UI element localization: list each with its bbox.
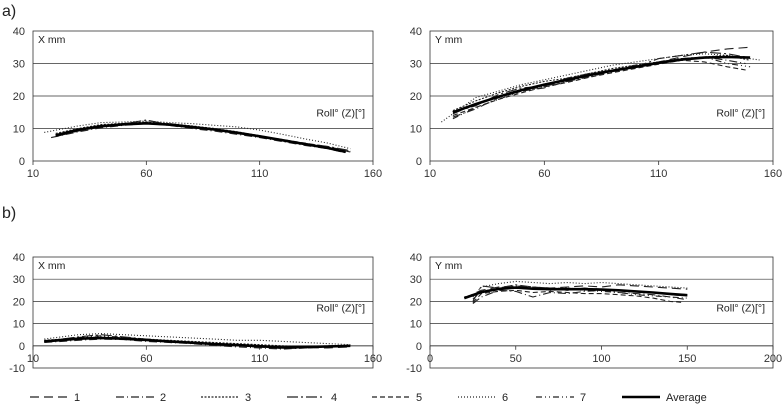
series-line-average (463, 286, 688, 300)
series-line-5 (452, 59, 746, 117)
series-line-average (452, 55, 751, 114)
legend-label: 6 (502, 392, 508, 404)
series-line-3 (452, 54, 751, 112)
y-tick-label: 20 (13, 91, 25, 103)
series-line-2 (452, 56, 746, 118)
x-tick-label: 200 (764, 353, 782, 365)
legend-label: 2 (160, 392, 166, 404)
x-tick-label: 110 (251, 168, 269, 180)
series-line-average (44, 336, 351, 349)
y-tick-label: 0 (416, 156, 422, 168)
x-tick-label: 60 (140, 353, 152, 365)
x-tick-label: 160 (364, 168, 382, 180)
x-axis-label: Roll° (Z)[°] (316, 303, 365, 315)
y-tick-label: 30 (410, 59, 422, 71)
x-tick-label: 160 (764, 168, 782, 180)
series-line-6 (472, 280, 688, 298)
legend-label: 7 (580, 392, 586, 404)
series-line-6 (44, 333, 351, 346)
x-tick-label: 150 (678, 353, 696, 365)
series-line-average (55, 122, 347, 154)
x-tick-label: 60 (140, 168, 152, 180)
y-tick-label: 40 (410, 252, 422, 264)
y-tick-label: 10 (13, 124, 25, 136)
y-tick-label: -10 (406, 363, 422, 375)
legend: 1 2 3 4 5 6 7 Average (30, 392, 707, 404)
x-tick-label: 50 (510, 353, 522, 365)
x-tick-label: 110 (251, 353, 269, 365)
y-axis-label: Y mm (435, 34, 462, 46)
series-line-6 (441, 53, 762, 123)
legend-label: 5 (416, 392, 422, 404)
y-tick-label: 40 (410, 26, 422, 38)
x-tick-label: 160 (364, 353, 382, 365)
y-tick-label: 40 (13, 252, 25, 264)
legend-label: 4 (331, 392, 337, 404)
x-axis-label: Roll° (Z)[°] (716, 303, 765, 315)
x-tick-label: 60 (538, 168, 550, 180)
legend-label: Average (666, 392, 707, 404)
series-line-5 (472, 289, 684, 304)
x-axis-label: Roll° (Z)[°] (316, 108, 365, 120)
x-tick-label: 100 (592, 353, 610, 365)
y-tick-label: 10 (410, 319, 422, 331)
y-tick-label: 10 (13, 319, 25, 331)
y-tick-label: 30 (13, 59, 25, 71)
series-line-2 (50, 123, 346, 154)
plot-frame (32, 256, 374, 369)
x-tick-label: 0 (427, 353, 433, 365)
plot-frame (429, 256, 774, 369)
x-tick-label: 10 (27, 353, 39, 365)
x-tick-label: 10 (424, 168, 436, 180)
y-tick-label: 0 (416, 341, 422, 353)
legend-label: 3 (245, 392, 251, 404)
y-axis-label: X mm (38, 260, 66, 272)
series-line-1 (464, 284, 688, 299)
y-tick-label: 40 (13, 26, 25, 38)
legend-label: 1 (74, 392, 80, 404)
y-tick-label: 0 (19, 341, 25, 353)
series-line-4 (452, 51, 746, 113)
y-tick-label: 20 (410, 296, 422, 308)
y-tick-label: 0 (19, 156, 25, 168)
y-tick-label: 10 (410, 124, 422, 136)
chart-b-right: -10 0 10 20 30 40 0 50 100 150 200 Y mm Roll° (Z)[°] (406, 252, 782, 375)
x-tick-label: 110 (650, 168, 668, 180)
x-tick-label: 10 (27, 168, 39, 180)
y-tick-label: 20 (410, 91, 422, 103)
y-tick-label: 30 (410, 274, 422, 286)
panel-label-b: b) (2, 205, 16, 222)
x-axis-label: Roll° (Z)[°] (716, 108, 765, 120)
y-axis-label: X mm (38, 34, 66, 46)
panel-label-a: a) (2, 3, 16, 20)
series-line-6 (44, 120, 351, 150)
y-axis-label: Y mm (435, 260, 462, 272)
y-tick-label: 20 (13, 296, 25, 308)
series-line-7 (452, 56, 751, 120)
y-tick-label: -10 (9, 363, 25, 375)
y-tick-label: 30 (13, 274, 25, 286)
